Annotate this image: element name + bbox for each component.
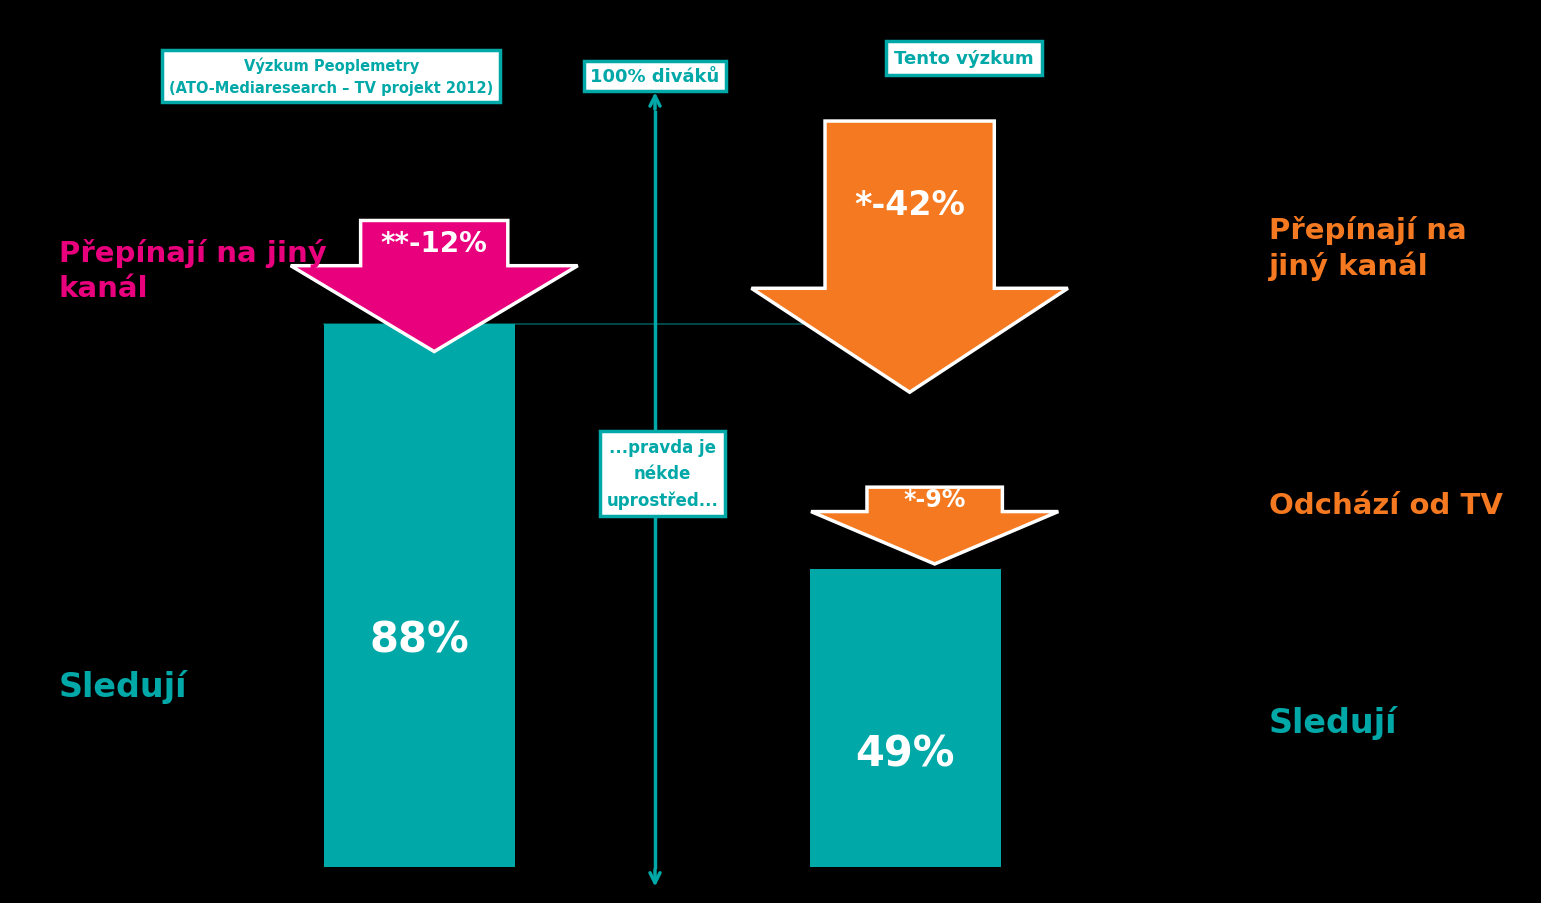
Text: Tento výzkum: Tento výzkum bbox=[894, 50, 1034, 68]
Text: Přepínají na
jiný kanál: Přepínají na jiný kanál bbox=[1268, 216, 1467, 281]
Text: Odchází od TV: Odchází od TV bbox=[1268, 492, 1502, 519]
Polygon shape bbox=[291, 221, 578, 352]
Text: *-42%: *-42% bbox=[854, 189, 965, 222]
Text: Výzkum Peoplemetry
(ATO-Mediaresearch – TV projekt 2012): Výzkum Peoplemetry (ATO-Mediaresearch – … bbox=[170, 58, 493, 96]
Text: 49%: 49% bbox=[855, 732, 955, 775]
Text: 88%: 88% bbox=[370, 619, 470, 660]
Text: **-12%: **-12% bbox=[381, 230, 487, 257]
Polygon shape bbox=[752, 122, 1068, 393]
Text: Přepínají na jiný
kanál: Přepínají na jiný kanál bbox=[59, 239, 327, 303]
Bar bbox=[324, 325, 515, 867]
Text: Sledují: Sledují bbox=[1268, 705, 1398, 740]
Text: ...pravda je
nékde
uprostřed...: ...pravda je nékde uprostřed... bbox=[607, 438, 718, 510]
Text: 100% diváků: 100% diváků bbox=[590, 68, 720, 86]
Text: *-9%: *-9% bbox=[903, 488, 966, 512]
Text: Sledují: Sledují bbox=[59, 669, 188, 703]
Polygon shape bbox=[811, 488, 1059, 564]
Bar bbox=[809, 569, 1002, 867]
